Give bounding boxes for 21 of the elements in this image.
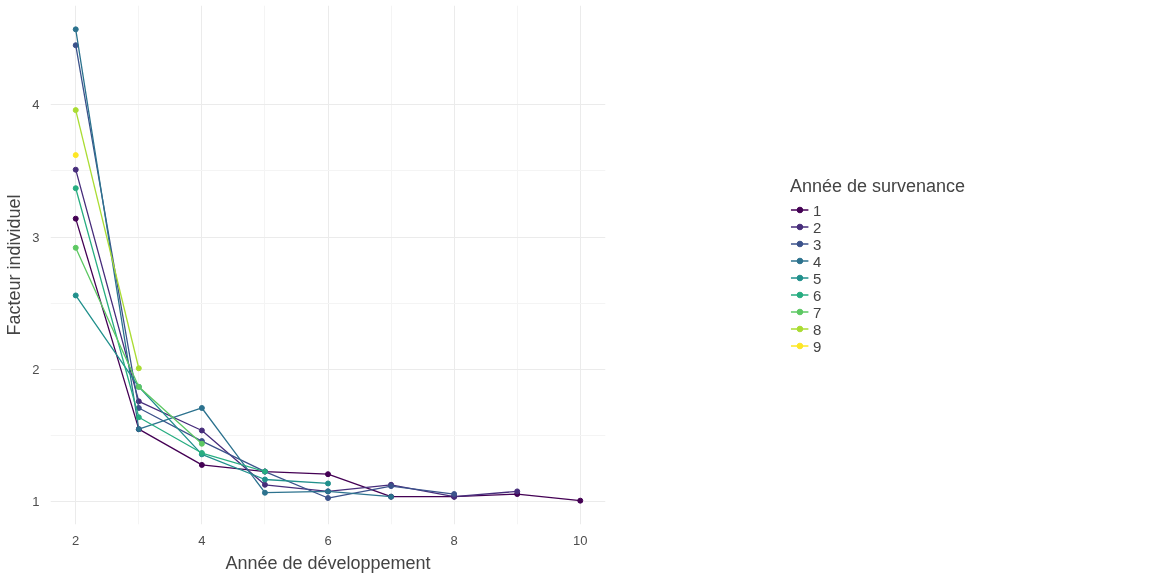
legend-label: 7 bbox=[812, 303, 823, 320]
y-axis-title: Facteur individuel bbox=[4, 194, 25, 336]
x-axis-title: Année de développement bbox=[225, 552, 431, 573]
legend-label: 5 bbox=[812, 269, 823, 286]
legend-label: 8 bbox=[812, 320, 823, 337]
x-tick-label: 4 bbox=[198, 532, 206, 548]
y-tick-label: 3 bbox=[32, 229, 40, 245]
legend-label: 4 bbox=[812, 252, 823, 269]
legend-label: 6 bbox=[812, 286, 823, 303]
legend-title: Année de survenance bbox=[789, 175, 966, 196]
x-tick-label: 6 bbox=[324, 532, 332, 548]
y-tick-label: 2 bbox=[32, 362, 40, 378]
x-tick-label: 2 bbox=[72, 532, 80, 548]
y-tick-label: 1 bbox=[32, 494, 40, 510]
x-tick-label: 10 bbox=[573, 532, 588, 548]
legend-label: 3 bbox=[812, 235, 823, 252]
legend-label: 9 bbox=[812, 337, 823, 354]
legend-label: 2 bbox=[812, 218, 823, 235]
legend-label: 1 bbox=[812, 201, 823, 218]
x-tick-label: 8 bbox=[450, 532, 458, 548]
y-tick-label: 4 bbox=[32, 97, 40, 113]
